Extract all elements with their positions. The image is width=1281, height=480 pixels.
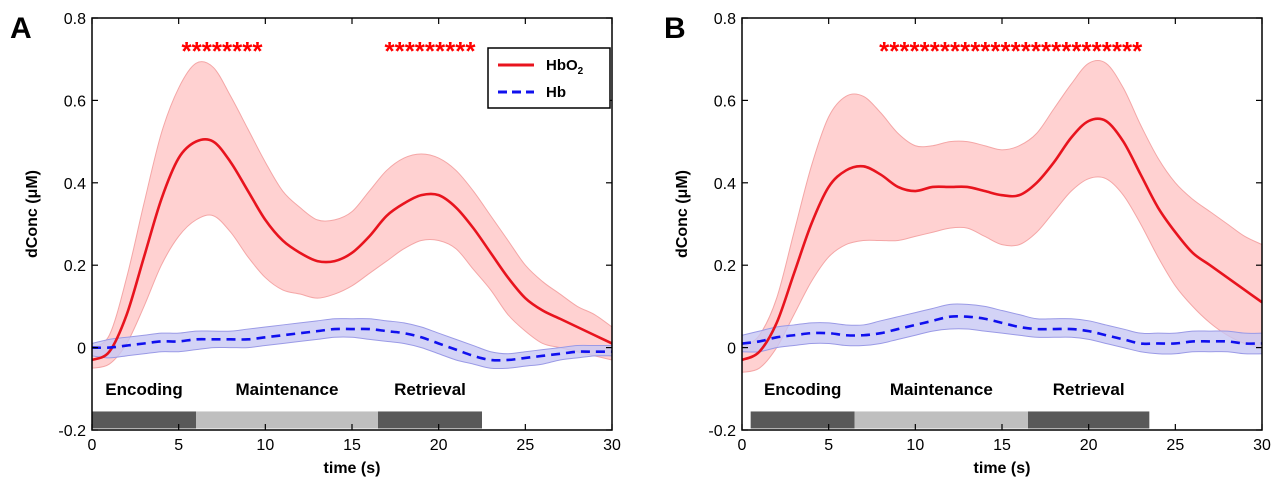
phase-bar-maintenance (196, 411, 378, 429)
phase-label-maintenance: Maintenance (236, 380, 339, 399)
y-tick-label: 0.8 (714, 11, 736, 28)
y-axis-label: dConc (μM) (24, 170, 41, 258)
x-axis-label: time (s) (324, 460, 381, 477)
hbo2-band-lower-edge (92, 214, 612, 369)
panel-letter: B (664, 12, 686, 45)
legend-hb-label: Hb (546, 84, 566, 101)
x-tick-label: 15 (343, 437, 361, 454)
panel-letter: A (10, 12, 32, 45)
x-tick-label: 0 (88, 437, 97, 454)
hb-confidence-band (92, 318, 612, 369)
phase-label-retrieval: Retrieval (394, 380, 466, 399)
hb-band-upper-edge (742, 303, 1262, 336)
hb-series-line (92, 327, 612, 362)
x-tick-label: 5 (824, 437, 833, 454)
y-tick-label: 0.8 (64, 11, 86, 28)
x-tick-label: 20 (430, 437, 448, 454)
plot-area (742, 59, 1262, 373)
hbo2-band-upper-edge (92, 61, 612, 349)
hbo2-confidence-band (92, 61, 612, 369)
phase-bar-encoding (750, 411, 855, 429)
y-tick-label: -0.2 (708, 423, 736, 440)
hbo2-series-line (92, 137, 612, 362)
hbo2-confidence-band (742, 60, 1262, 373)
legend-hbo2-subscript: 2 (578, 66, 584, 77)
phase-label-retrieval: Retrieval (1053, 380, 1125, 399)
panel-b: B Encoding Maintenance Retrieval ***********… (664, 11, 1271, 477)
legend-hbo2-label: HbO2 (546, 57, 584, 77)
x-tick-label: 20 (1080, 437, 1098, 454)
plot-area (92, 61, 612, 370)
y-tick-label: 0 (77, 341, 86, 358)
y-tick-label: 0.6 (714, 93, 736, 110)
hb-band-upper-edge (92, 318, 612, 355)
x-tick-label: 30 (603, 437, 621, 454)
phase-label-maintenance: Maintenance (890, 380, 993, 399)
phase-bar-retrieval (378, 411, 482, 429)
hb-band-lower-edge (92, 336, 612, 370)
x-tick-label: 10 (256, 437, 274, 454)
y-tick-label: 0 (727, 341, 736, 358)
x-tick-label: 25 (1166, 437, 1184, 454)
phase-bar-maintenance (854, 411, 1028, 429)
phase-label-encoding: Encoding (764, 380, 841, 399)
hbo2-series-line (742, 117, 1262, 362)
legend: HbO2 Hb (487, 47, 611, 109)
y-tick-label: 0.4 (64, 176, 86, 193)
significance-stars: ************************** (879, 36, 1143, 66)
x-tick-label: 25 (516, 437, 534, 454)
hb-series-line (742, 315, 1262, 346)
x-tick-label: 0 (738, 437, 747, 454)
phase-label-encoding: Encoding (105, 380, 182, 399)
y-tick-label: 0.4 (714, 176, 736, 193)
y-tick-label: 0.6 (64, 93, 86, 110)
hb-confidence-band (742, 303, 1262, 355)
hbo2-band-lower-edge (742, 176, 1262, 373)
significance-stars: ********* (384, 36, 476, 66)
x-tick-label: 5 (174, 437, 183, 454)
x-tick-label: 15 (993, 437, 1011, 454)
legend-box (487, 47, 611, 109)
significance-stars: ******** (182, 36, 264, 66)
hb-band-lower-edge (742, 328, 1262, 355)
y-tick-label: 0.2 (714, 258, 736, 275)
phase-bar-retrieval (1028, 411, 1150, 429)
y-axis-label: dConc (μM) (674, 170, 691, 258)
x-axis-label: time (s) (974, 460, 1031, 477)
y-tick-label: -0.2 (58, 423, 86, 440)
y-tick-label: 0.2 (64, 258, 86, 275)
hbo2-band-upper-edge (742, 59, 1262, 349)
phase-bar-encoding (92, 411, 196, 429)
x-tick-label: 10 (906, 437, 924, 454)
x-tick-label: 30 (1253, 437, 1271, 454)
